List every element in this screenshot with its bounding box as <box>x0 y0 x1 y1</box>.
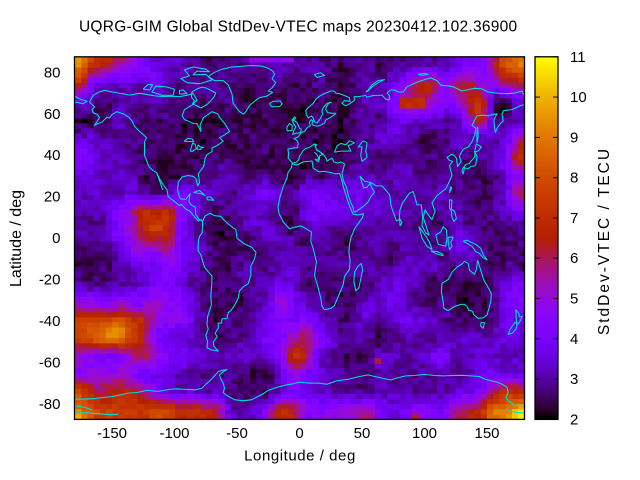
svg-text:60: 60 <box>44 106 61 123</box>
svg-text:20: 20 <box>44 189 61 206</box>
svg-text:3: 3 <box>570 371 578 388</box>
svg-text:40: 40 <box>44 147 61 164</box>
svg-text:11: 11 <box>570 49 586 66</box>
svg-text:80: 80 <box>44 64 61 81</box>
svg-text:50: 50 <box>354 425 371 442</box>
svg-text:8: 8 <box>570 170 578 187</box>
svg-text:Longitude / deg: Longitude / deg <box>244 447 356 464</box>
svg-text:2: 2 <box>570 411 578 428</box>
svg-text:StdDev-VTEC / TECU: StdDev-VTEC / TECU <box>596 147 613 335</box>
svg-text:100: 100 <box>412 425 437 442</box>
svg-text:-40: -40 <box>39 313 61 330</box>
svg-text:-80: -80 <box>39 396 61 413</box>
svg-text:UQRG-GIM Global StdDev-VTEC ma: UQRG-GIM Global StdDev-VTEC maps 2023041… <box>79 19 518 36</box>
svg-text:-20: -20 <box>39 272 61 289</box>
svg-text:6: 6 <box>570 250 578 267</box>
svg-text:150: 150 <box>474 425 499 442</box>
svg-text:0: 0 <box>52 230 60 247</box>
svg-text:-150: -150 <box>97 425 127 442</box>
svg-text:-60: -60 <box>39 354 61 371</box>
svg-text:7: 7 <box>570 210 578 227</box>
svg-text:10: 10 <box>570 89 587 106</box>
svg-text:4: 4 <box>570 331 578 348</box>
svg-text:-100: -100 <box>159 425 189 442</box>
svg-text:Latitude / deg: Latitude / deg <box>8 190 25 287</box>
svg-text:0: 0 <box>295 425 303 442</box>
svg-text:9: 9 <box>570 129 578 146</box>
svg-text:-50: -50 <box>226 425 248 442</box>
svg-text:5: 5 <box>570 291 578 308</box>
